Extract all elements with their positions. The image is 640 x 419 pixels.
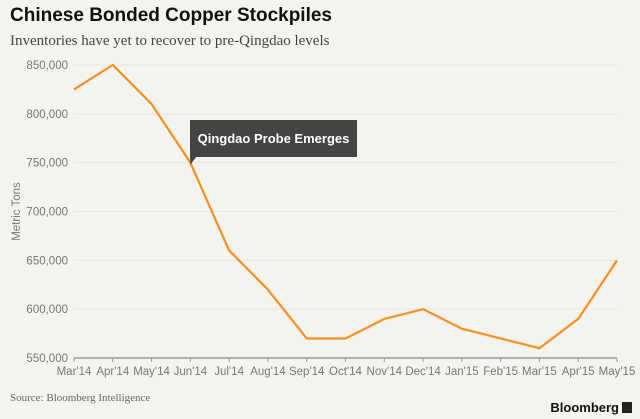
x-tick-label: Apr'15 — [562, 366, 595, 378]
x-tick-label: May'14 — [133, 366, 170, 378]
y-tick-label: 550,000 — [26, 353, 68, 365]
x-tick-label: Oct'14 — [329, 366, 362, 378]
x-tick-label: May'15 — [599, 366, 636, 378]
x-tick-label: Mar'15 — [522, 366, 557, 378]
annotation-qingdao: Qingdao Probe Emerges — [190, 120, 357, 157]
series-line — [73, 63, 618, 350]
x-tick-label: Aug'14 — [250, 366, 286, 378]
chart-subtitle: Inventories have yet to recover to pre-Q… — [10, 33, 330, 49]
y-tick-label: 800,000 — [26, 109, 68, 121]
x-tick-label: Jun'14 — [174, 366, 208, 378]
y-tick-label: 600,000 — [26, 304, 68, 316]
x-tick-label: Feb'15 — [483, 366, 518, 378]
x-tick-label: Mar'14 — [57, 366, 92, 378]
x-tick-label: Sep'14 — [289, 366, 325, 378]
source-note: Source: Bloomberg Intelligence — [10, 392, 151, 404]
x-tick-label: Jan'15 — [445, 366, 479, 378]
brand-text: Bloomberg — [550, 400, 619, 415]
y-tick-label: 750,000 — [26, 158, 68, 170]
chart-title: Chinese Bonded Copper Stockpiles — [10, 5, 332, 26]
y-tick-label: 650,000 — [26, 255, 68, 267]
y-tick-label: 700,000 — [26, 207, 68, 219]
annotation-pointer — [190, 156, 197, 165]
x-tick-label: Jul'14 — [214, 366, 244, 378]
x-tick-label: Dec'14 — [405, 366, 441, 378]
y-tick-label: 850,000 — [26, 60, 68, 72]
y-axis-label: Metric Tons — [11, 182, 23, 241]
x-tick-label: Nov'14 — [367, 366, 403, 378]
bloomberg-logo: Bloomberg — [550, 400, 632, 415]
bloomberg-chart-icon — [622, 402, 632, 413]
x-tick-label: Apr'14 — [96, 366, 129, 378]
